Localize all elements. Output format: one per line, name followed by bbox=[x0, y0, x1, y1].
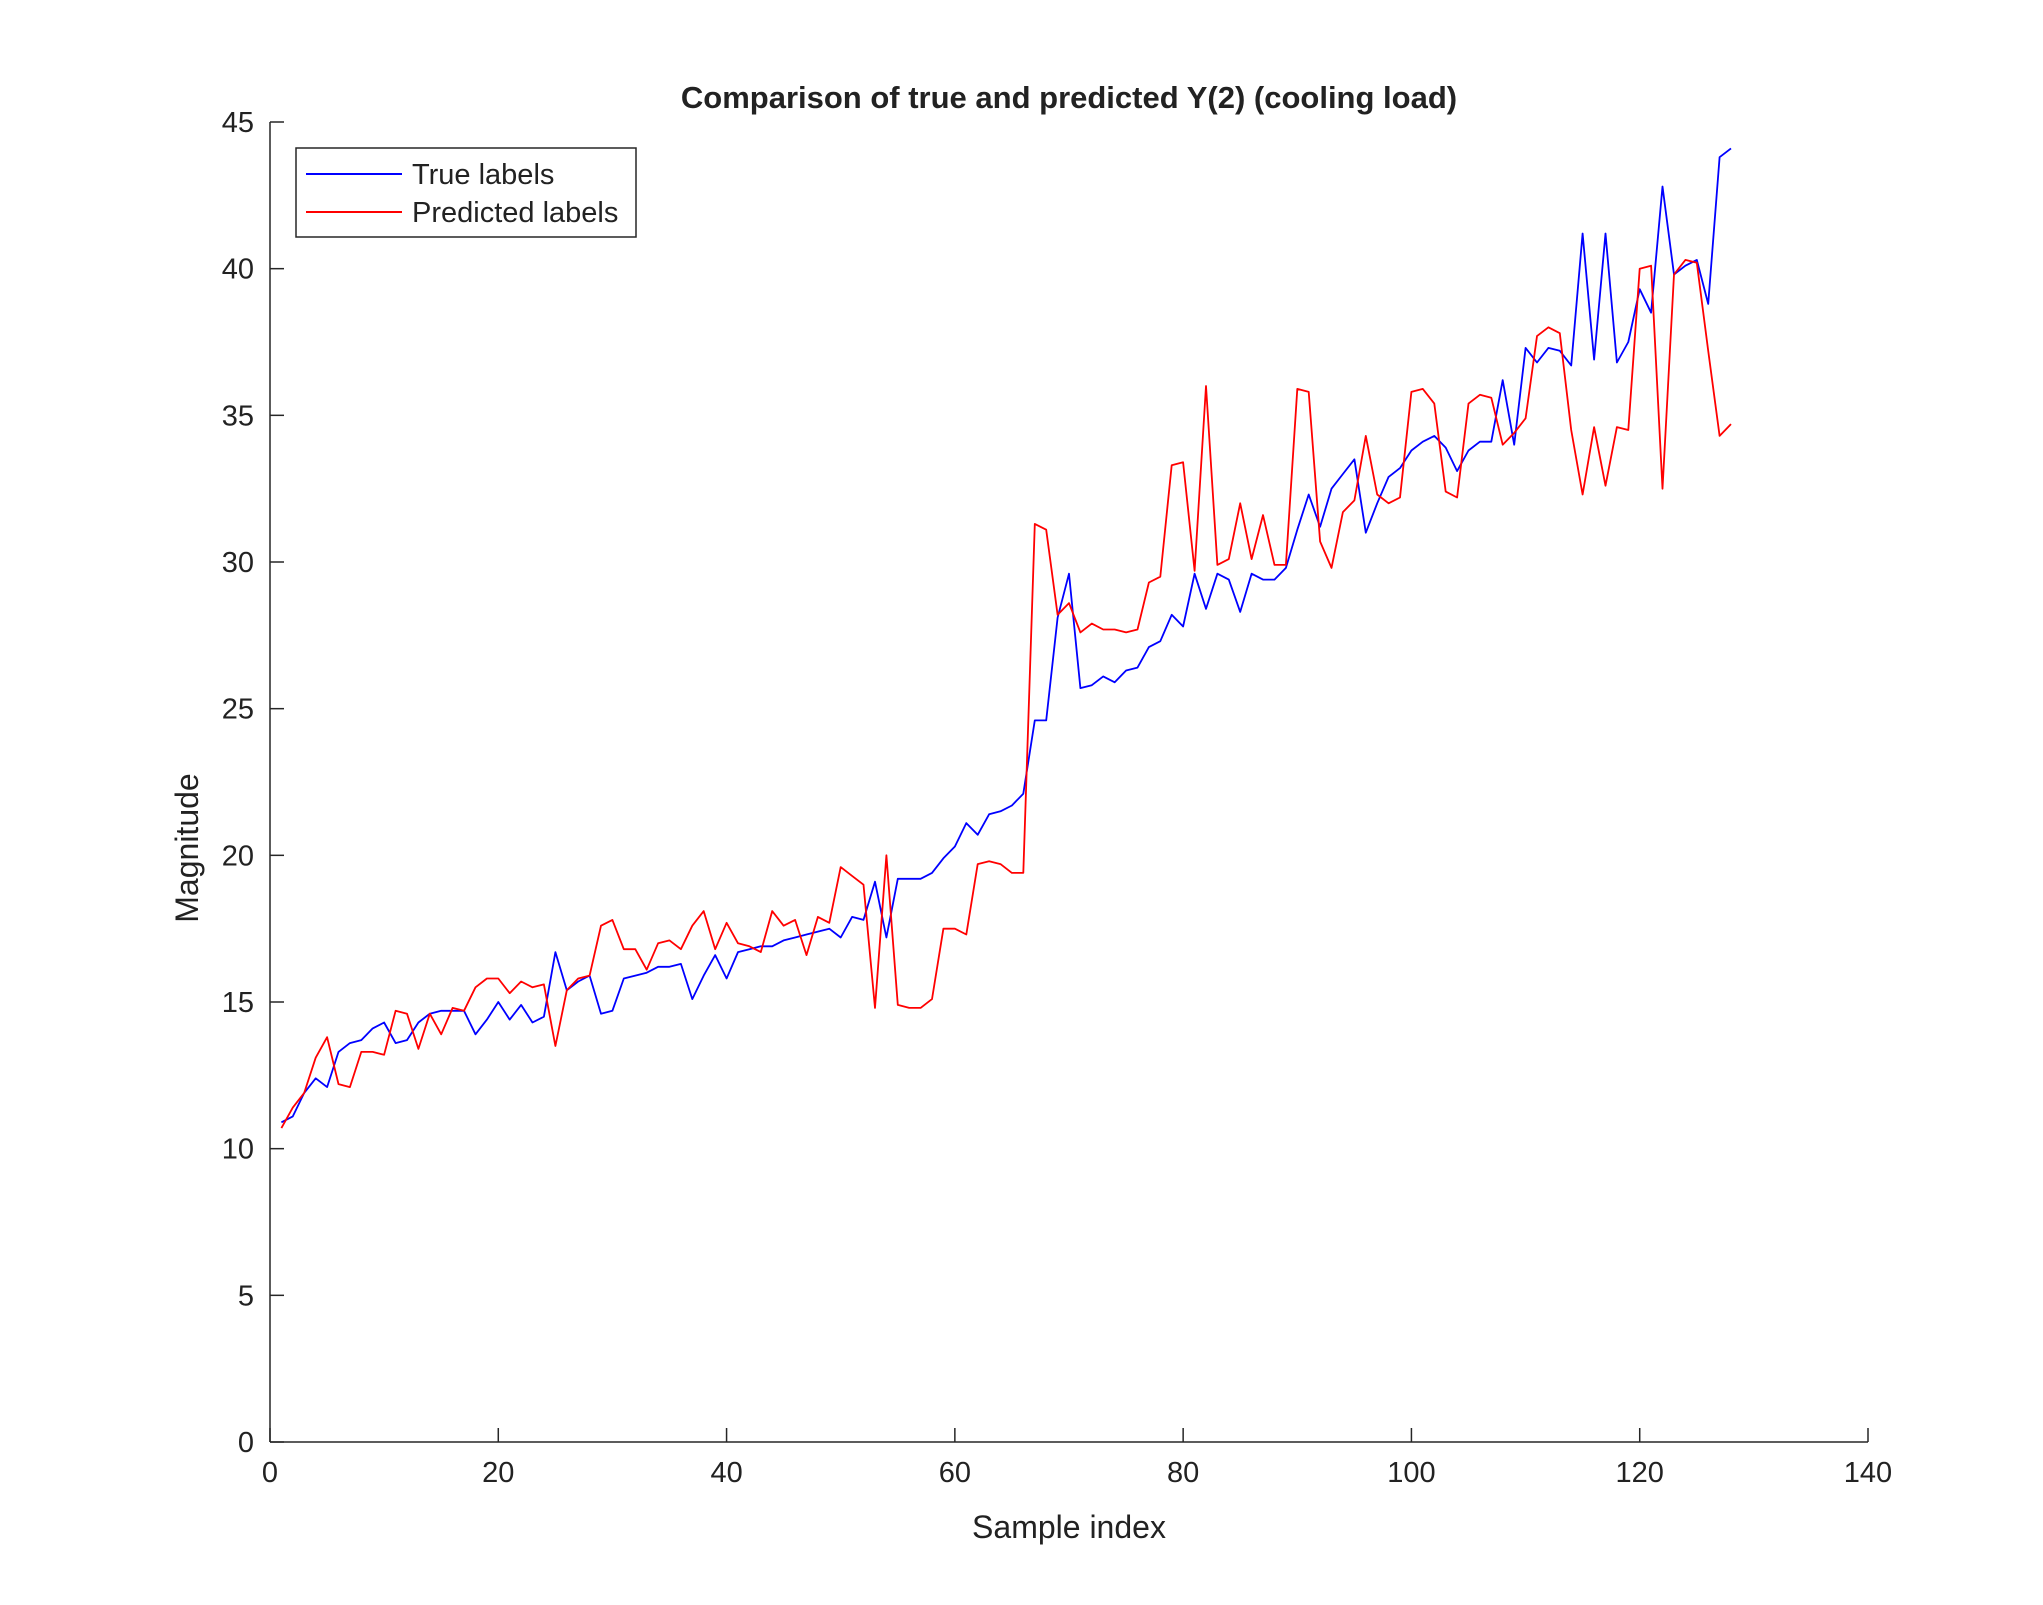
x-tick-label: 20 bbox=[482, 1457, 514, 1489]
y-tick-label: 25 bbox=[222, 694, 254, 726]
series-line-true-labels bbox=[280, 147, 1732, 1124]
y-tick-label: 10 bbox=[222, 1134, 254, 1166]
chart-title: Comparison of true and predicted Y(2) (c… bbox=[681, 80, 1457, 115]
legend-entry: True labels bbox=[412, 159, 554, 191]
legend-box bbox=[295, 147, 637, 238]
legend: True labels Predicted labels bbox=[295, 147, 637, 238]
series-line-predicted-labels bbox=[280, 258, 1732, 1129]
x-tick-label: 60 bbox=[939, 1457, 971, 1489]
x-tick-label: 80 bbox=[1167, 1457, 1199, 1489]
x-tick-label: 120 bbox=[1616, 1457, 1664, 1489]
x-tick-label: 0 bbox=[262, 1457, 278, 1489]
x-tick-label: 40 bbox=[710, 1457, 742, 1489]
y-tick-label: 45 bbox=[222, 107, 254, 139]
legend-entry: Predicted labels bbox=[412, 197, 618, 229]
y-tick-label: 35 bbox=[222, 400, 254, 432]
plot-area bbox=[280, 147, 1732, 1129]
x-tick-label: 140 bbox=[1844, 1457, 1892, 1489]
x-tick-label: 100 bbox=[1387, 1457, 1435, 1489]
y-tick-label: 0 bbox=[238, 1427, 254, 1459]
axes: 0 20 40 60 80 100 120 140 0 5 10 15 20 25 30 35 40 45 bbox=[222, 107, 1892, 1489]
y-tick-label: 20 bbox=[222, 840, 254, 872]
x-axis-label: Sample index bbox=[972, 1509, 1166, 1545]
y-axis-label: Magnitude bbox=[169, 773, 205, 922]
y-tick-label: 40 bbox=[222, 254, 254, 286]
y-tick-label: 5 bbox=[238, 1280, 254, 1312]
y-tick-label: 15 bbox=[222, 987, 254, 1019]
y-tick-label: 30 bbox=[222, 547, 254, 579]
